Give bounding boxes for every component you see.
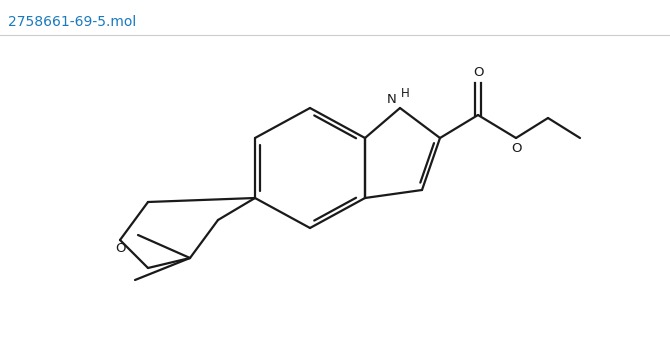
Text: O: O xyxy=(473,66,483,79)
Text: O: O xyxy=(511,142,521,155)
Text: H: H xyxy=(401,87,410,100)
Text: O: O xyxy=(115,242,125,255)
Text: 2758661-69-5.mol: 2758661-69-5.mol xyxy=(8,15,136,29)
Text: N: N xyxy=(387,93,397,106)
